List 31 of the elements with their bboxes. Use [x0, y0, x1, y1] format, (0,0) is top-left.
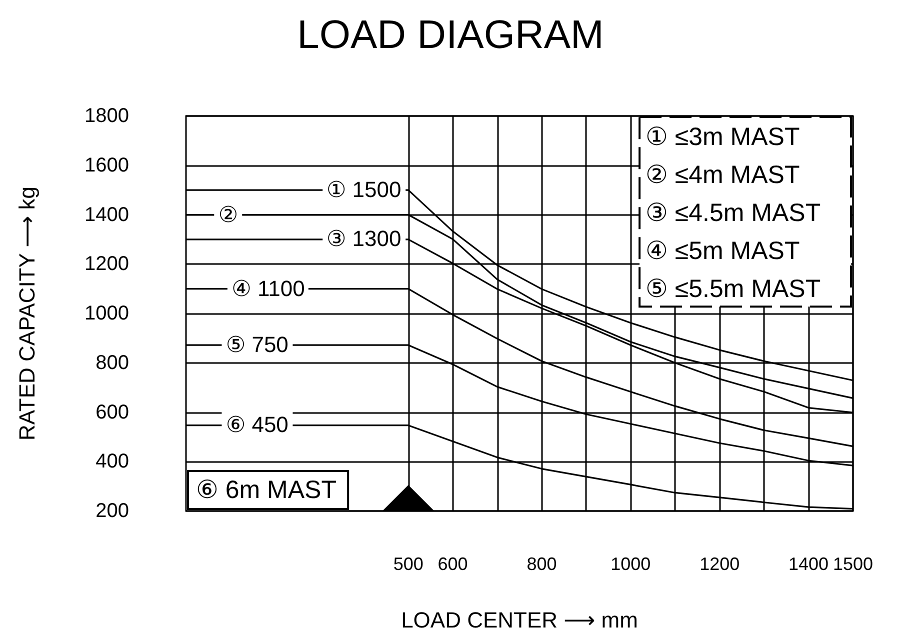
x-tick-label: 1000 [610, 554, 651, 574]
annotation: ① 1500 [322, 177, 406, 204]
annotation: ① ≤3m MAST [646, 122, 801, 153]
annotation: ③ ≤4.5m MAST [646, 198, 821, 229]
annotation: ② [214, 202, 242, 228]
y-tick-label: 1200 [84, 253, 129, 276]
y-tick-label: 600 [96, 401, 129, 424]
x-tick-label: 600 [438, 554, 468, 574]
x-tick-label: 1200 [700, 554, 740, 574]
x-tick-label: 500 [393, 554, 424, 574]
annotation: ⑤ 750 [222, 332, 292, 358]
annotation: ⑥ 450 [222, 412, 292, 438]
x-tick-label: 1500 [832, 554, 874, 574]
y-tick-label: 200 [96, 500, 129, 522]
x-tick-label: 1400 [788, 554, 829, 574]
y-tick-label: 1000 [84, 302, 129, 324]
x-tick-label: 800 [526, 554, 557, 574]
annotation: ③ 1300 [322, 226, 406, 252]
y-tick-label: 1400 [84, 204, 129, 226]
x-axis-title: LOAD CENTER ⟶ mm [401, 608, 638, 632]
y-axis-title: RATED CAPACITY ⟶ kg [14, 186, 40, 441]
annotation: ④ ≤5m MAST [646, 236, 801, 267]
y-tick-label: 1600 [84, 154, 129, 176]
y-tick-label: 1800 [84, 105, 129, 127]
annotation: ④ 1100 [228, 276, 309, 302]
y-tick-label: 800 [96, 352, 129, 374]
annotation: ⑥ 6m MAST [196, 475, 336, 506]
annotation: ⑤ ≤5.5m MAST [646, 274, 821, 305]
chart-title: LOAD DIAGRAM [297, 13, 604, 57]
annotation: ② ≤4m MAST [646, 160, 801, 191]
y-tick-label: 400 [96, 450, 129, 473]
